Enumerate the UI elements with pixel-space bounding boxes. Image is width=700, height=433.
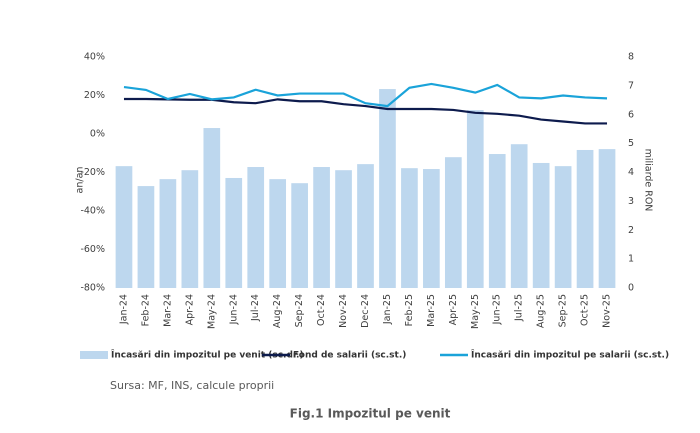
y-tick-label: 0% [90, 129, 105, 140]
x-tick-label: Oct-24 [316, 294, 327, 326]
x-tick-label: Apr-25 [448, 294, 459, 325]
x-tick-label: Sep-25 [558, 294, 569, 327]
x-tick-label: Jan-24 [118, 294, 129, 325]
x-tick-label: Jun-24 [228, 294, 239, 325]
y2-tick-label: 0 [628, 283, 634, 294]
legend-swatch [80, 351, 108, 359]
x-tick-label: Apr-24 [184, 294, 195, 325]
y2-tick-label: 4 [628, 167, 634, 178]
bar [181, 170, 199, 288]
y2-tick-label: 1 [628, 254, 634, 265]
x-tick-label: Nov-24 [338, 294, 349, 328]
line [123, 82, 608, 108]
bar [510, 144, 528, 288]
x-tick-label: Feb-25 [404, 294, 415, 326]
y2-tick-label: 3 [628, 196, 634, 207]
bar [137, 186, 155, 288]
x-tick-label: Mar-24 [162, 294, 173, 327]
y-tick-label: 40% [84, 52, 105, 63]
bar [357, 164, 374, 288]
y-tick-label: -60% [80, 244, 105, 255]
legend-label: Fond de salarii (sc.st.) [293, 351, 406, 361]
bar [488, 154, 506, 288]
bar [576, 149, 594, 288]
x-tick-label: Jul-25 [514, 294, 525, 322]
bar [532, 162, 550, 288]
bar [313, 167, 330, 288]
bar [159, 179, 177, 288]
x-tick-label: Jan-25 [382, 294, 393, 325]
x-tick-label: Jul-24 [250, 294, 261, 322]
bar [269, 179, 287, 288]
bar [444, 157, 462, 288]
x-tick-label: Dec-24 [360, 294, 371, 328]
x-tick-label: Jun-25 [492, 294, 503, 325]
x-tick-label: Nov-25 [602, 294, 613, 328]
y2-tick-label: 6 [628, 109, 634, 120]
y2-tick-label: 5 [628, 138, 634, 149]
bar [379, 89, 396, 289]
y-tick-label: -40% [80, 206, 105, 217]
y2-axis-label: miliarde RON [643, 149, 654, 212]
bar [291, 183, 308, 288]
caption: Fig.1 Impozitul pe venit [290, 407, 451, 421]
bar [554, 166, 572, 288]
legend-label: Încasări din impozitul pe venit (sc.dr.) [111, 349, 304, 361]
bar [335, 170, 352, 288]
legend-label: Încasări din impozitul pe salarii (sc.st… [471, 349, 669, 361]
y-tick-label: -20% [80, 167, 105, 178]
x-tick-label: Oct-25 [580, 294, 591, 326]
x-tick-label: May-24 [206, 294, 217, 329]
y-axis-label: an/an [75, 167, 86, 194]
x-tick-label: Sep-24 [294, 294, 305, 327]
x-tick-label: Aug-24 [272, 294, 283, 328]
bar [225, 177, 243, 288]
source: Sursa: MF, INS, calcule proprii [110, 379, 274, 392]
x-tick-label: Mar-25 [426, 294, 437, 327]
line [123, 97, 608, 125]
y-tick-label: 20% [84, 90, 105, 101]
y2-tick-label: 8 [628, 52, 634, 63]
x-tick-label: Feb-24 [140, 294, 151, 326]
bar [466, 110, 484, 288]
y-tick-label: -80% [80, 283, 105, 294]
x-tick-label: May-25 [470, 294, 481, 329]
bar [115, 166, 133, 288]
bar [423, 169, 440, 288]
x-tick-label: Aug-25 [536, 294, 547, 328]
bar [401, 168, 418, 288]
bar [247, 167, 265, 288]
bar [203, 128, 221, 288]
y2-tick-label: 7 [628, 80, 634, 91]
y2-tick-label: 2 [628, 225, 634, 236]
bar [598, 149, 616, 288]
